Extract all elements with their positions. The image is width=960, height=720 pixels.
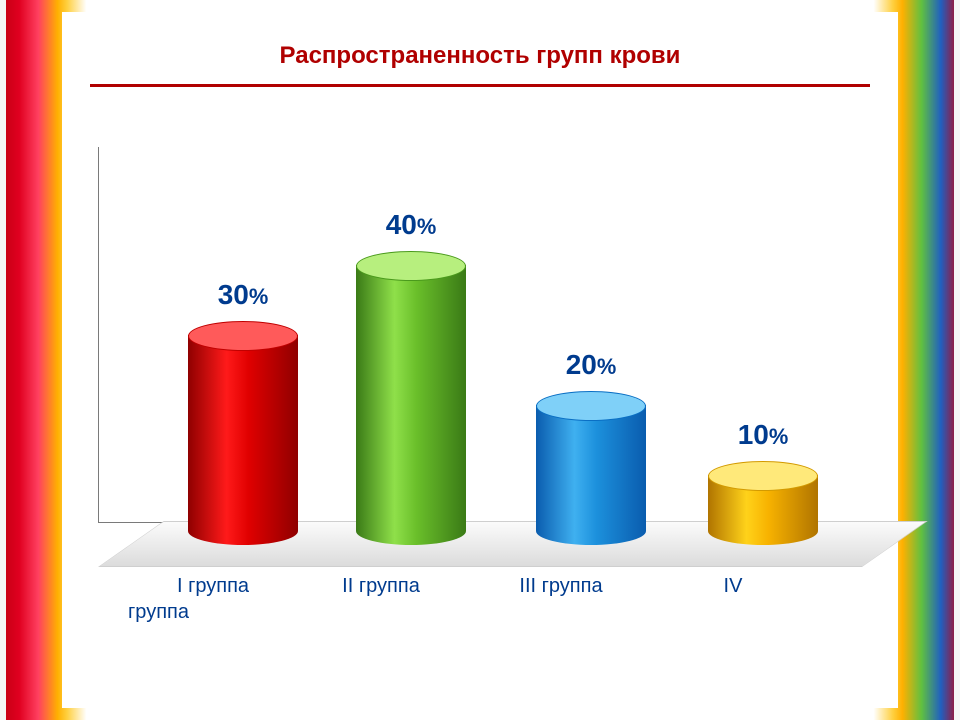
value-number: 30 [218,279,249,310]
gradient-frame: Распространенность групп крови 30%40%20%… [0,0,960,720]
cylinder-body [536,405,646,545]
cylinder-bar [356,265,466,545]
chart-title: Распространенность групп крови [62,42,898,70]
value-number: 40 [386,209,417,240]
cylinder-top-ellipse [536,391,646,421]
category-label: III группа [471,575,651,598]
cylinder-top-ellipse [708,461,818,491]
value-label: 40% [331,209,491,241]
title-underline [90,84,870,87]
cylinder-body [188,335,298,545]
value-label: 30% [163,279,323,311]
cylinder-bar [536,405,646,545]
cylinder-body [356,265,466,545]
percent-sign: % [769,424,788,449]
x-axis-labels: I группаII группаIII группаIV группа [98,575,862,631]
cylinder-bar [188,335,298,545]
cylinder-top-ellipse [356,251,466,281]
category-label: I группа [123,575,303,598]
value-number: 20 [566,349,597,380]
percent-sign: % [249,284,268,309]
value-label: 20% [511,349,671,381]
percent-sign: % [597,354,616,379]
value-number: 10 [738,419,769,450]
category-label-wrap: группа [128,601,248,624]
value-label: 10% [683,419,843,451]
cylinder-top-ellipse [188,321,298,351]
plot-3d: 30%40%20%10% [98,147,862,567]
percent-sign: % [417,214,436,239]
category-label: II группа [291,575,471,598]
chart-area: 30%40%20%10% I группаII группаIII группа… [98,107,862,637]
cylinder-bar [708,475,818,545]
category-label: IV [643,575,823,598]
chart-canvas: Распространенность групп крови 30%40%20%… [62,12,898,708]
